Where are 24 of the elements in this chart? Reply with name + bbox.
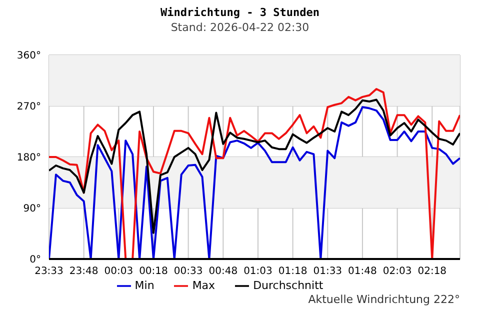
y-tick-label: 270° bbox=[16, 102, 41, 113]
x-tick-label: 00:03 bbox=[104, 266, 134, 278]
x-tick-label: 00:48 bbox=[208, 266, 238, 278]
y-tick-label: 0° bbox=[30, 254, 41, 266]
x-tick-label: 02:18 bbox=[418, 266, 447, 278]
legend-label: Max bbox=[192, 279, 216, 292]
y-tick-label: 360° bbox=[16, 50, 41, 62]
x-tick-label: 23:33 bbox=[34, 266, 64, 278]
x-tick-label: 01:48 bbox=[348, 266, 377, 278]
x-tick-label: 23:48 bbox=[69, 266, 98, 278]
legend-label: Min bbox=[134, 279, 154, 292]
x-tick-label: 00:33 bbox=[174, 266, 203, 278]
x-tick-label: 01:18 bbox=[278, 266, 308, 278]
y-tick-label: 180° bbox=[16, 152, 41, 164]
chart-title: Windrichtung - 3 Stunden bbox=[160, 6, 320, 21]
x-tick-label: 01:33 bbox=[313, 266, 342, 278]
legend-label: Durchschnitt bbox=[253, 279, 324, 292]
y-tick-label: 90° bbox=[23, 204, 41, 215]
text: Aktuelle Windrichtung 222° bbox=[307, 293, 461, 306]
x-tick-label: 01:03 bbox=[244, 266, 272, 278]
x-tick-label: 02:03 bbox=[382, 266, 412, 278]
x-tick-label: 00:18 bbox=[139, 266, 168, 278]
chart-subtitle: Stand: 2026-04-22 02:30 bbox=[170, 21, 310, 36]
line-series bbox=[49, 98, 460, 234]
